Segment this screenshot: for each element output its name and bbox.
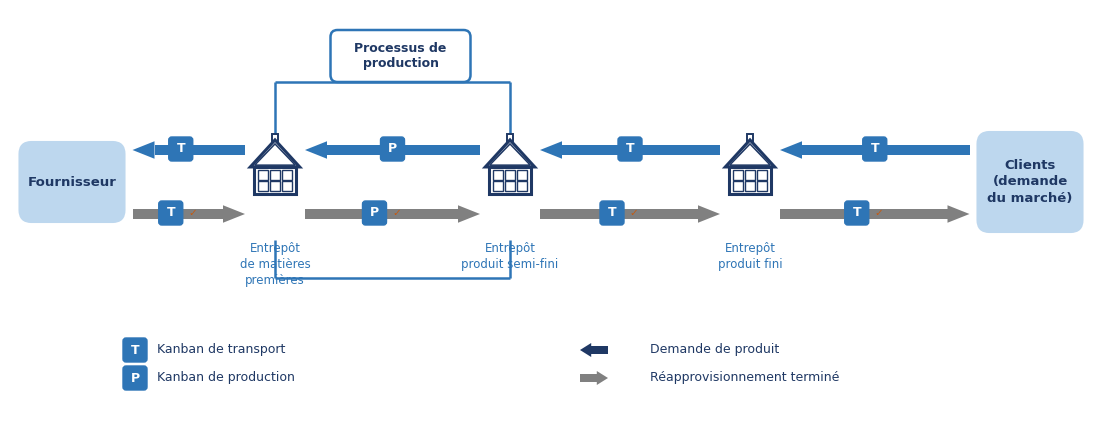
Bar — [802, 145, 970, 155]
Polygon shape — [223, 205, 245, 223]
Text: T: T — [608, 206, 616, 219]
Text: ✓: ✓ — [392, 208, 401, 218]
Text: T: T — [131, 344, 139, 357]
Bar — [493, 170, 503, 180]
Polygon shape — [305, 141, 327, 159]
FancyBboxPatch shape — [381, 137, 404, 161]
Polygon shape — [458, 205, 480, 223]
Bar — [132, 208, 223, 219]
Bar — [253, 167, 297, 194]
Bar — [580, 373, 597, 382]
Text: T: T — [167, 206, 175, 219]
Bar — [272, 134, 278, 141]
Bar — [493, 181, 503, 191]
Bar — [155, 145, 245, 155]
Bar — [516, 170, 528, 180]
FancyBboxPatch shape — [844, 201, 869, 225]
Text: Kanban de production: Kanban de production — [157, 371, 295, 384]
FancyBboxPatch shape — [978, 132, 1083, 232]
Text: P: P — [388, 143, 398, 155]
Bar — [327, 145, 480, 155]
Text: Fournisseur: Fournisseur — [28, 176, 116, 189]
FancyBboxPatch shape — [363, 201, 386, 225]
Bar — [757, 181, 767, 191]
Text: T: T — [177, 143, 185, 155]
Bar — [270, 181, 280, 191]
Bar — [732, 170, 744, 180]
FancyBboxPatch shape — [123, 366, 147, 390]
FancyBboxPatch shape — [330, 30, 470, 82]
Text: T: T — [626, 143, 634, 155]
Bar — [729, 167, 772, 194]
Bar — [745, 181, 755, 191]
Bar — [732, 181, 744, 191]
Polygon shape — [597, 371, 608, 385]
Bar — [745, 170, 755, 180]
FancyBboxPatch shape — [862, 137, 887, 161]
Text: Kanban de transport: Kanban de transport — [157, 344, 286, 357]
Text: Clients
(demande
du marché): Clients (demande du marché) — [988, 159, 1073, 205]
Text: T: T — [870, 143, 879, 155]
Bar — [505, 170, 515, 180]
Bar — [281, 170, 292, 180]
FancyBboxPatch shape — [19, 142, 124, 222]
Polygon shape — [948, 205, 970, 223]
FancyBboxPatch shape — [159, 201, 183, 225]
Text: Réapprovisionnement terminé: Réapprovisionnement terminé — [650, 371, 839, 384]
Bar — [258, 170, 269, 180]
Text: Processus de
production: Processus de production — [354, 41, 447, 70]
Bar — [516, 181, 528, 191]
Text: ✓: ✓ — [875, 208, 884, 218]
Text: Entrepôt
produit semi-fini: Entrepôt produit semi-fini — [461, 242, 559, 271]
Polygon shape — [540, 141, 562, 159]
Bar — [281, 181, 292, 191]
Bar — [258, 181, 269, 191]
Polygon shape — [580, 343, 591, 357]
FancyBboxPatch shape — [169, 137, 193, 161]
Text: Entrepôt
de matières
premières: Entrepôt de matières premières — [240, 242, 310, 287]
Bar — [305, 208, 458, 219]
Text: Entrepôt
produit fini: Entrepôt produit fini — [718, 242, 782, 271]
Polygon shape — [780, 141, 802, 159]
FancyBboxPatch shape — [123, 338, 147, 362]
Text: P: P — [130, 371, 140, 384]
FancyBboxPatch shape — [618, 137, 642, 161]
FancyBboxPatch shape — [600, 201, 624, 225]
Bar — [540, 208, 698, 219]
Bar — [780, 208, 948, 219]
Text: T: T — [852, 206, 861, 219]
Bar — [505, 181, 515, 191]
Bar — [488, 167, 531, 194]
Text: ✓: ✓ — [188, 208, 197, 218]
Text: Demande de produit: Demande de produit — [650, 344, 780, 357]
Text: P: P — [370, 206, 379, 219]
Bar — [507, 134, 513, 141]
Bar — [562, 145, 720, 155]
Polygon shape — [132, 141, 155, 159]
Bar — [270, 170, 280, 180]
Text: ✓: ✓ — [629, 208, 638, 218]
Bar — [591, 346, 608, 354]
Bar — [747, 134, 753, 141]
Bar — [757, 170, 767, 180]
Polygon shape — [698, 205, 720, 223]
